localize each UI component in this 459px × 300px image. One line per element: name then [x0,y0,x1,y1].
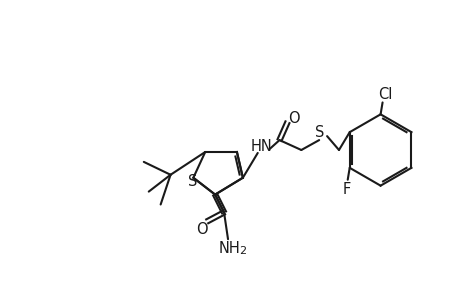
Text: HN: HN [250,139,272,154]
Text: F: F [342,182,350,197]
Text: O: O [196,222,207,237]
Text: NH: NH [218,241,241,256]
Text: Cl: Cl [378,87,392,102]
Text: S: S [315,125,324,140]
Text: 2: 2 [239,246,246,256]
Text: O: O [288,111,300,126]
Text: S: S [187,174,196,189]
